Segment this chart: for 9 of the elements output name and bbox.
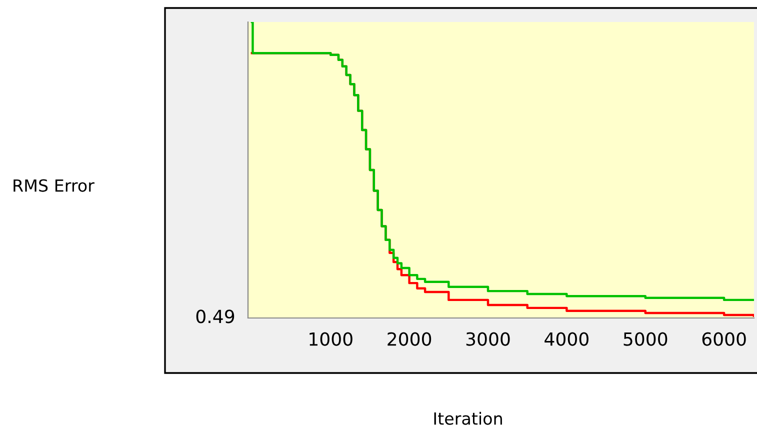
text: 0.49 bbox=[196, 310, 234, 324]
text: RMS Error bbox=[14, 179, 94, 192]
x-tick-label: 3000 bbox=[466, 332, 510, 346]
x-tick-label: 2000 bbox=[388, 332, 432, 346]
x-axis-title: Iteration bbox=[434, 412, 502, 425]
x-tick-label: 5000 bbox=[624, 332, 668, 346]
x-tick-label: 6000 bbox=[702, 332, 746, 346]
x-tick-label: 4000 bbox=[544, 332, 588, 346]
x-tick-label: 1000 bbox=[310, 332, 352, 346]
